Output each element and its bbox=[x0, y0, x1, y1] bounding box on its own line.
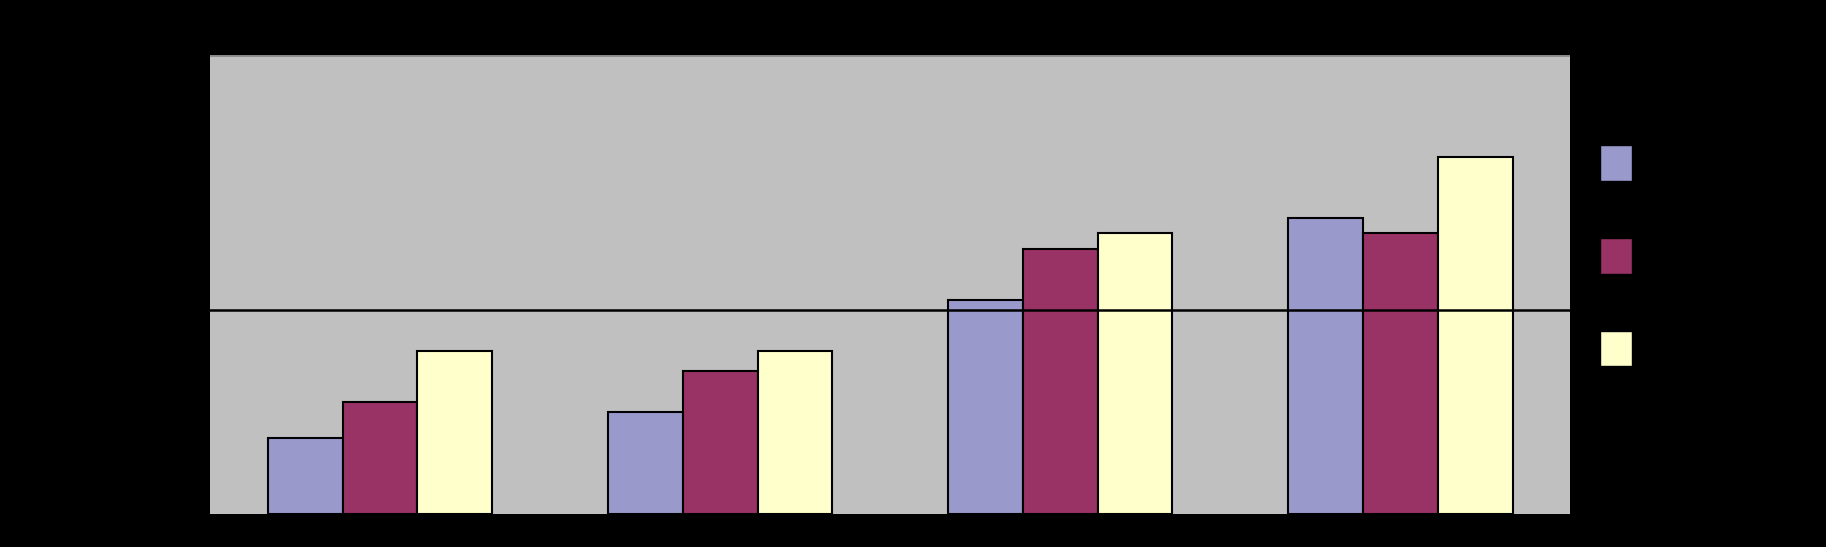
Bar bbox=[418, 351, 493, 514]
Bar bbox=[758, 351, 833, 514]
Bar bbox=[683, 371, 758, 514]
Bar bbox=[608, 412, 683, 514]
Bar bbox=[343, 402, 418, 514]
Bar bbox=[1097, 234, 1172, 514]
Bar bbox=[1023, 249, 1097, 514]
Bar bbox=[1287, 218, 1362, 514]
Bar bbox=[948, 300, 1023, 514]
Bar bbox=[1437, 157, 1512, 514]
Bar bbox=[1362, 234, 1437, 514]
Bar bbox=[268, 438, 343, 514]
